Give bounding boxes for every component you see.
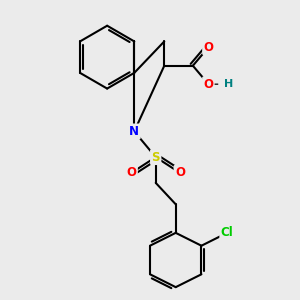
Text: O: O bbox=[204, 78, 214, 91]
Text: N: N bbox=[129, 125, 139, 138]
Text: O: O bbox=[126, 167, 136, 179]
Text: Cl: Cl bbox=[221, 226, 233, 239]
Text: O: O bbox=[204, 40, 214, 54]
Text: O: O bbox=[175, 167, 185, 179]
Text: -: - bbox=[214, 78, 219, 91]
Text: S: S bbox=[152, 151, 160, 164]
Text: H: H bbox=[224, 79, 233, 89]
